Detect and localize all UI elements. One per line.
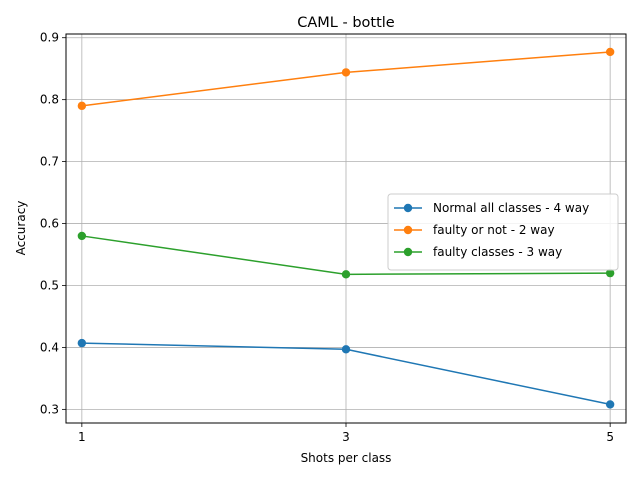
chart-title: CAML - bottle <box>297 15 395 31</box>
legend-marker <box>403 225 413 235</box>
y-axis: 0.3 0.4 0.5 0.6 0.7 0.8 0.9 <box>40 31 66 416</box>
x-tick-label: 5 <box>606 430 614 444</box>
y-axis-label: Accuracy <box>14 201 28 256</box>
y-tick-label: 0.4 <box>40 340 59 354</box>
x-tick-label: 3 <box>342 430 350 444</box>
series-layer <box>77 47 615 409</box>
legend-entry: faulty classes - 3 way <box>433 245 562 259</box>
data-point <box>605 47 615 57</box>
data-point <box>77 101 87 111</box>
legend-entry: Normal all classes - 4 way <box>433 201 589 215</box>
y-tick-label: 0.5 <box>40 278 59 292</box>
x-axis: 1 3 5 <box>78 423 614 444</box>
y-tick-label: 0.3 <box>40 402 59 416</box>
data-point <box>341 270 351 279</box>
legend-entry: faulty or not - 2 way <box>433 223 555 237</box>
x-tick-label: 1 <box>78 430 86 444</box>
y-tick-label: 0.7 <box>40 155 59 169</box>
x-axis-label: Shots per class <box>301 451 392 465</box>
y-tick-label: 0.6 <box>40 217 59 231</box>
data-point <box>341 68 351 77</box>
legend-box <box>387 193 619 271</box>
legend-marker <box>403 247 413 257</box>
data-point <box>77 231 87 241</box>
legend-marker <box>403 203 413 213</box>
y-tick-label: 0.9 <box>40 31 59 45</box>
data-point <box>605 400 615 409</box>
data-point <box>77 338 87 348</box>
data-point <box>341 345 351 354</box>
data-point <box>605 268 615 278</box>
y-tick-label: 0.8 <box>40 93 59 107</box>
legend: Normal all classes - 4 way faulty or not … <box>387 193 619 271</box>
